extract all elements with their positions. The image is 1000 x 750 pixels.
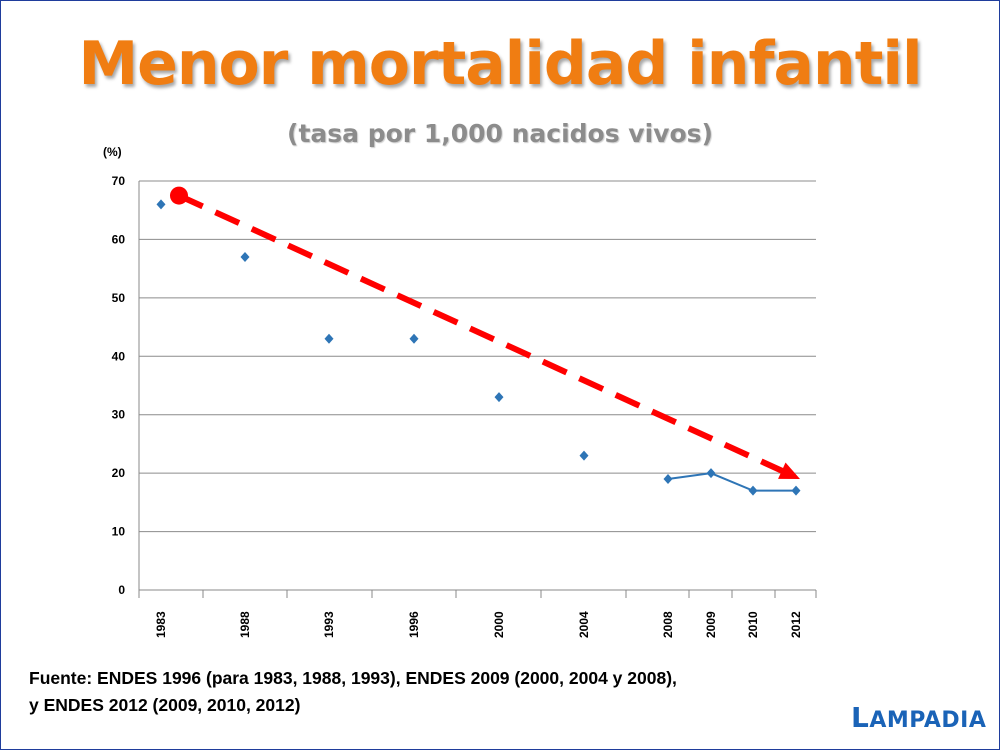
data-point	[494, 392, 504, 403]
y-tick-label: 60	[112, 232, 126, 246]
x-tick-label: 2012	[789, 611, 803, 638]
x-tick-label: 1983	[154, 611, 168, 638]
y-tick-label: 50	[112, 291, 126, 305]
trend-start-dot	[170, 186, 188, 205]
data-point	[156, 199, 166, 210]
x-tick-label: 2000	[492, 611, 506, 638]
data-point	[579, 450, 589, 461]
y-tick-label: 40	[112, 349, 126, 363]
x-tick-label: 2009	[704, 611, 718, 638]
y-tick-label: 20	[112, 466, 126, 480]
slide-title: Menor mortalidad infantil	[78, 29, 922, 99]
trend-arrow-head	[778, 462, 800, 479]
data-point	[663, 473, 673, 484]
y-tick-label: 0	[118, 583, 125, 597]
data-point	[706, 468, 716, 479]
lampadia-logo: LAMPADIA	[851, 701, 987, 734]
x-tick-label: 2008	[661, 611, 675, 638]
data-point	[409, 333, 419, 344]
y-tick-label: 70	[112, 174, 126, 188]
source-line-2: y ENDES 2012 (2009, 2010, 2012)	[29, 695, 301, 715]
x-tick-label: 2004	[577, 611, 591, 638]
x-tick-label: 1996	[407, 611, 421, 638]
data-point	[748, 485, 758, 496]
y-tick-label: 10	[112, 525, 126, 539]
y-tick-label: 30	[112, 408, 126, 422]
series-line	[667, 472, 796, 492]
y-axis-label: (%)	[103, 145, 122, 159]
data-point	[240, 251, 250, 262]
x-tick-label: 2010	[746, 611, 760, 638]
data-point	[791, 485, 801, 496]
x-tick-label: 1988	[238, 611, 252, 638]
chart-subtitle: (tasa por 1,000 nacidos vivos)	[287, 119, 713, 148]
source-note: Fuente: ENDES 1996 (para 1983, 1988, 199…	[29, 665, 677, 719]
trend-arrow-line	[177, 192, 787, 476]
data-point	[324, 333, 334, 344]
source-line-1: Fuente: ENDES 1996 (para 1983, 1988, 199…	[29, 668, 677, 688]
x-tick-label: 1993	[322, 611, 336, 638]
